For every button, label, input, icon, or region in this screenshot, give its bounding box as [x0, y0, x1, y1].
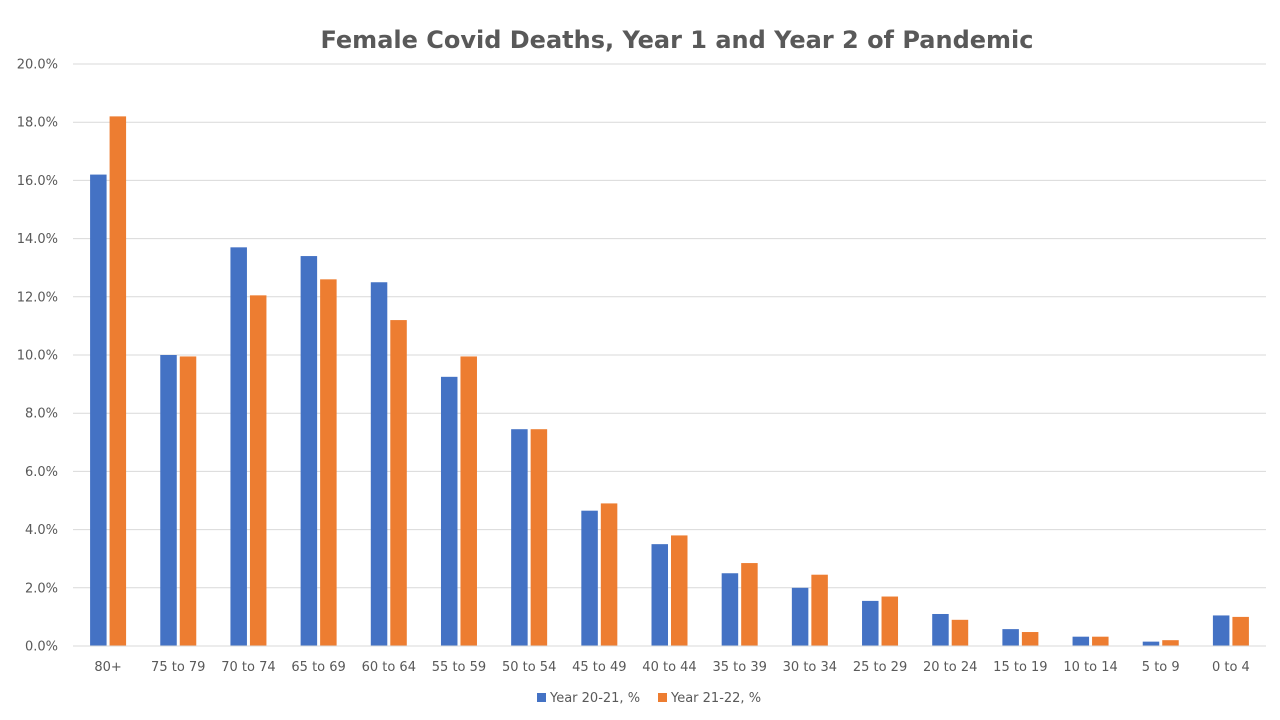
- bar-year-20-21: [511, 429, 528, 646]
- x-tick-label: 70 to 74: [221, 660, 275, 675]
- bar-year-20-21: [160, 355, 177, 646]
- y-tick-label: 2.0%: [25, 581, 58, 596]
- bar-year-20-21: [1072, 636, 1090, 646]
- bar-year-20-21: [90, 174, 107, 646]
- bar-year-20-21: [721, 573, 739, 646]
- bar-year-21-22: [320, 279, 337, 646]
- bar-year-21-22: [671, 535, 688, 646]
- bar-year-21-22: [600, 503, 618, 646]
- bar-year-20-21: [791, 587, 809, 646]
- bar-year-21-22: [951, 619, 969, 646]
- bar-year-20-21: [651, 544, 668, 646]
- x-tick-label: 80+: [94, 660, 121, 675]
- x-tick-label: 40 to 44: [642, 660, 696, 675]
- x-tick-label: 0 to 4: [1212, 660, 1250, 675]
- bar-year-21-22: [1021, 632, 1039, 646]
- bar-year-21-22: [109, 116, 127, 646]
- bar-year-21-22: [1092, 636, 1109, 646]
- bar-year-20-21: [581, 510, 598, 646]
- y-tick-label: 14.0%: [17, 232, 58, 247]
- x-axis-tick-labels: 80+ 75 to 79 70 to 74 65 to 69 60 to 64 55 to…: [94, 660, 1249, 675]
- legend-swatch: [658, 693, 667, 702]
- bar-year-20-21: [1002, 629, 1019, 646]
- bar-year-21-22: [530, 429, 548, 646]
- bar-year-21-22: [811, 574, 828, 646]
- x-tick-label: 35 to 39: [712, 660, 766, 675]
- x-tick-label: 10 to 14: [1063, 660, 1117, 675]
- bar-year-20-21: [370, 282, 388, 646]
- x-tick-label: 50 to 54: [502, 660, 556, 675]
- x-tick-label: 45 to 49: [572, 660, 626, 675]
- bar-year-20-21: [230, 247, 247, 646]
- x-tick-label: 25 to 29: [853, 660, 907, 675]
- bar-year-21-22: [1162, 640, 1179, 646]
- y-axis-tick-labels: 0.0% 2.0% 4.0% 6.0% 8.0% 10.0% 12.0% 14.0% 16.0%…: [17, 58, 58, 655]
- y-tick-label: 8.0%: [25, 407, 58, 422]
- x-tick-label: 5 to 9: [1142, 660, 1180, 675]
- legend-swatch: [537, 693, 546, 702]
- bar-year-20-21: [300, 256, 318, 646]
- y-tick-label: 10.0%: [17, 349, 58, 364]
- legend-label: Year 20-21, %: [549, 691, 640, 706]
- bar-year-21-22: [179, 356, 197, 646]
- x-tick-label: 60 to 64: [362, 660, 416, 675]
- x-tick-label: 30 to 34: [783, 660, 837, 675]
- bars: [90, 116, 1249, 646]
- bar-year-20-21: [1142, 641, 1160, 646]
- y-tick-label: 20.0%: [17, 58, 58, 73]
- legend: Year 20-21, % Year 21-22, %: [537, 691, 761, 706]
- bar-year-21-22: [460, 356, 477, 646]
- bar-year-21-22: [1232, 616, 1249, 646]
- bar-year-21-22: [881, 596, 899, 646]
- bar-year-20-21: [932, 613, 949, 646]
- y-tick-label: 12.0%: [17, 290, 58, 305]
- legend-label: Year 21-22, %: [670, 691, 761, 706]
- y-tick-label: 0.0%: [25, 640, 58, 655]
- bar-year-21-22: [390, 320, 407, 646]
- gridlines: [73, 63, 1266, 589]
- x-tick-label: 65 to 69: [291, 660, 345, 675]
- x-tick-label: 55 to 59: [432, 660, 486, 675]
- y-tick-label: 16.0%: [17, 174, 58, 189]
- chart-title: Female Covid Deaths, Year 1 and Year 2 o…: [320, 26, 1033, 54]
- x-tick-label: 15 to 19: [993, 660, 1047, 675]
- bar-year-20-21: [440, 376, 458, 646]
- y-tick-label: 4.0%: [25, 523, 58, 538]
- y-tick-label: 18.0%: [17, 116, 58, 131]
- x-tick-label: 75 to 79: [151, 660, 205, 675]
- bar-year-21-22: [249, 295, 267, 646]
- bar-year-21-22: [741, 563, 758, 646]
- y-tick-label: 6.0%: [25, 465, 58, 480]
- x-tick-label: 20 to 24: [923, 660, 977, 675]
- bar-year-20-21: [1212, 615, 1230, 646]
- bar-year-20-21: [862, 600, 879, 646]
